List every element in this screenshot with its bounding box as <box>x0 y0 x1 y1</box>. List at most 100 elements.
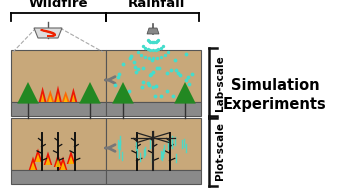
Polygon shape <box>47 90 54 102</box>
Point <box>149 40 155 43</box>
Point <box>177 74 183 77</box>
Point <box>133 71 139 74</box>
Polygon shape <box>54 85 62 102</box>
Point <box>150 49 156 52</box>
Point <box>140 80 146 83</box>
Point <box>145 47 151 50</box>
Point <box>183 79 189 82</box>
Point <box>146 40 152 43</box>
Point <box>131 60 137 64</box>
Point <box>175 71 180 74</box>
Point <box>154 56 160 59</box>
Point <box>166 51 171 54</box>
Point <box>154 66 160 69</box>
Polygon shape <box>34 28 62 38</box>
Text: Rainfall: Rainfall <box>127 0 185 10</box>
Point <box>183 53 189 56</box>
Point <box>128 55 134 58</box>
Point <box>158 46 164 49</box>
Polygon shape <box>71 94 75 102</box>
Point <box>121 63 126 66</box>
Polygon shape <box>34 148 42 162</box>
Point <box>156 67 162 70</box>
Polygon shape <box>30 162 36 170</box>
Point <box>162 53 168 56</box>
Point <box>140 66 145 69</box>
Polygon shape <box>105 170 200 184</box>
Polygon shape <box>60 162 66 170</box>
Text: Wildfire: Wildfire <box>28 0 88 10</box>
Point <box>139 85 145 88</box>
Point <box>145 81 151 84</box>
Point <box>127 57 133 60</box>
Text: Lab-scale: Lab-scale <box>216 55 226 111</box>
Polygon shape <box>17 82 39 104</box>
Text: Plot-scale: Plot-scale <box>216 122 226 180</box>
Point <box>148 73 154 76</box>
Polygon shape <box>70 88 77 102</box>
Point <box>146 84 152 87</box>
Point <box>135 68 141 71</box>
Polygon shape <box>10 102 105 116</box>
Point <box>135 51 140 54</box>
Polygon shape <box>10 50 105 102</box>
Polygon shape <box>39 87 47 102</box>
Point <box>138 53 144 56</box>
Polygon shape <box>56 93 60 102</box>
Point <box>112 83 118 86</box>
Point <box>189 73 195 76</box>
Point <box>170 94 176 97</box>
Polygon shape <box>55 159 61 167</box>
Polygon shape <box>79 82 101 104</box>
Point <box>156 47 161 50</box>
Point <box>152 40 157 43</box>
Polygon shape <box>59 156 67 170</box>
Point <box>173 68 178 71</box>
Point <box>149 58 155 61</box>
Point <box>148 73 153 76</box>
Point <box>132 66 138 69</box>
Polygon shape <box>105 102 200 116</box>
Point <box>147 48 153 51</box>
Polygon shape <box>112 82 134 104</box>
Polygon shape <box>67 150 75 164</box>
Point <box>116 92 121 95</box>
Point <box>150 71 156 74</box>
Polygon shape <box>64 96 68 102</box>
Polygon shape <box>35 154 41 162</box>
Polygon shape <box>147 28 159 34</box>
Polygon shape <box>48 95 52 102</box>
Point <box>146 56 152 59</box>
Polygon shape <box>44 151 52 165</box>
Polygon shape <box>41 94 44 102</box>
Point <box>150 85 156 88</box>
Text: Experiments: Experiments <box>223 98 327 112</box>
Polygon shape <box>10 118 105 170</box>
Polygon shape <box>174 82 196 104</box>
Point <box>153 48 159 51</box>
Polygon shape <box>10 170 105 184</box>
Point <box>142 55 148 58</box>
Point <box>165 71 170 74</box>
Point <box>164 90 170 93</box>
Point <box>147 40 153 43</box>
Point <box>116 72 122 75</box>
Text: Simulation: Simulation <box>231 77 319 92</box>
Point <box>150 57 156 60</box>
Polygon shape <box>45 157 51 165</box>
Point <box>160 45 166 48</box>
Point <box>126 90 132 93</box>
Point <box>187 83 192 86</box>
Point <box>158 94 164 98</box>
Point <box>155 39 161 42</box>
Point <box>153 40 158 43</box>
Polygon shape <box>62 91 70 102</box>
Point <box>168 69 174 72</box>
Point <box>185 76 191 79</box>
Point <box>172 59 178 62</box>
Polygon shape <box>105 118 200 170</box>
Polygon shape <box>105 50 200 102</box>
Point <box>115 75 121 78</box>
Point <box>154 40 160 43</box>
Polygon shape <box>68 156 74 164</box>
